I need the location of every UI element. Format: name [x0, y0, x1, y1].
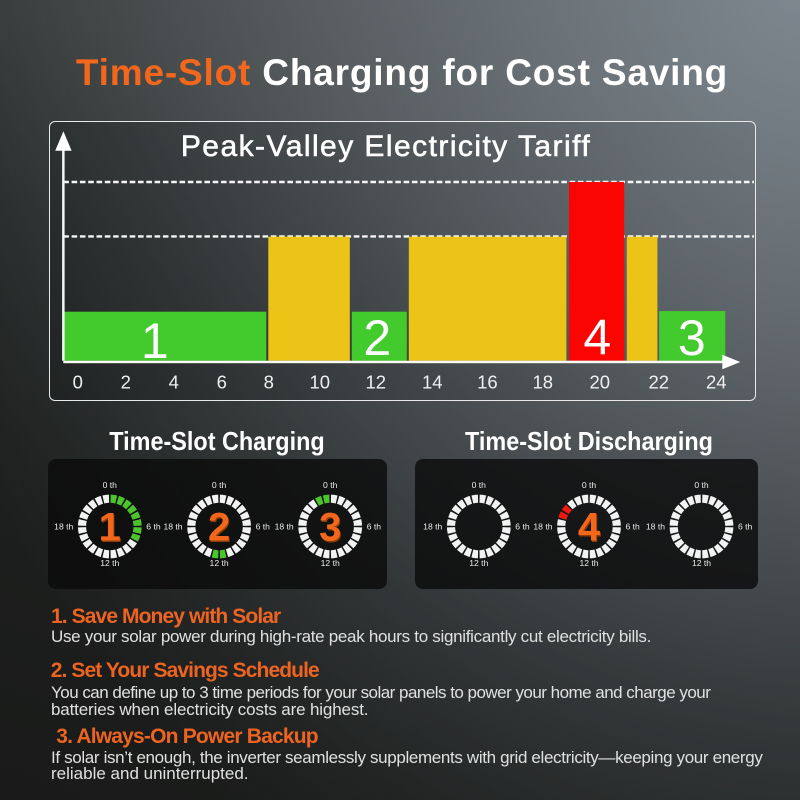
svg-text:6 th: 6 th: [515, 521, 530, 531]
svg-text:6 th: 6 th: [146, 521, 161, 531]
svg-text:18 th: 18 th: [533, 521, 552, 531]
svg-text:6 th: 6 th: [738, 521, 753, 531]
svg-text:4: 4: [578, 505, 601, 549]
svg-text:8: 8: [264, 372, 274, 393]
svg-text:0 th: 0 th: [103, 479, 118, 489]
svg-text:24: 24: [706, 372, 727, 393]
svg-text:18 th: 18 th: [423, 521, 442, 531]
svg-text:3: 3: [678, 310, 706, 366]
svg-text:1: 1: [141, 313, 169, 369]
svg-text:0: 0: [73, 372, 83, 393]
svg-text:2: 2: [121, 372, 131, 393]
svg-text:0 th: 0 th: [694, 479, 709, 489]
svg-text:20: 20: [590, 372, 611, 393]
svg-text:12 th: 12 th: [100, 558, 119, 568]
svg-text:6 th: 6 th: [626, 521, 641, 531]
svg-text:18 th: 18 th: [54, 521, 73, 531]
svg-text:22: 22: [649, 372, 670, 393]
svg-text:2: 2: [209, 506, 231, 550]
svg-text:4: 4: [584, 310, 612, 366]
svg-text:16: 16: [477, 372, 498, 393]
svg-text:6 th: 6 th: [367, 521, 382, 531]
svg-text:2: 2: [208, 505, 230, 549]
svg-text:18: 18: [533, 372, 554, 393]
svg-text:1: 1: [100, 506, 122, 550]
svg-text:12 th: 12 th: [469, 558, 488, 568]
svg-text:6 th: 6 th: [256, 521, 271, 531]
svg-text:12: 12: [366, 372, 387, 393]
svg-text:18 th: 18 th: [163, 521, 182, 531]
svg-text:18 th: 18 th: [275, 521, 294, 531]
svg-text:6: 6: [217, 372, 227, 393]
svg-text:12 th: 12 th: [579, 558, 598, 568]
svg-text:3: 3: [320, 506, 342, 550]
svg-text:18 th: 18 th: [646, 521, 665, 531]
svg-text:12 th: 12 th: [321, 558, 340, 568]
svg-text:10: 10: [310, 372, 331, 393]
svg-text:0 th: 0 th: [212, 479, 227, 489]
svg-text:3: 3: [319, 505, 341, 549]
svg-text:2: 2: [364, 310, 392, 366]
svg-text:0 th: 0 th: [472, 479, 487, 489]
svg-text:4: 4: [169, 372, 179, 393]
svg-text:12 th: 12 th: [210, 558, 229, 568]
svg-text:0 th: 0 th: [582, 479, 597, 489]
svg-text:4: 4: [579, 506, 602, 550]
svg-text:0 th: 0 th: [323, 479, 338, 489]
svg-text:12 th: 12 th: [692, 558, 711, 568]
svg-text:1: 1: [99, 505, 121, 549]
svg-text:14: 14: [422, 372, 443, 393]
